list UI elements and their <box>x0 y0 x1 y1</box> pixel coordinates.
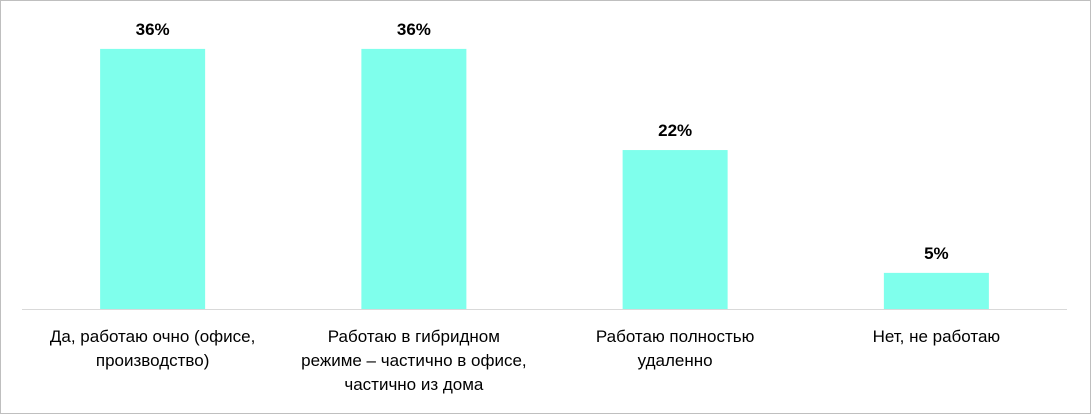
bar-1 <box>100 48 206 310</box>
category-label-3-line-1: Работаю полностью <box>596 327 755 346</box>
data-label-2: 36% <box>397 20 431 39</box>
category-label-3-line-2: удаленно <box>638 351 713 370</box>
bar-4 <box>883 272 989 309</box>
category-label-1-line-2: производство) <box>96 351 210 370</box>
category-label-3: Работаю полностью удаленно <box>596 327 755 370</box>
category-label-2: Работаю в гибридном режиме – частично в о… <box>301 327 527 394</box>
bar-3 <box>622 150 728 309</box>
category-label-1: Да, работаю очно (офисе, производство) <box>50 327 255 370</box>
category-label-1-line-1: Да, работаю очно (офисе, <box>50 327 255 346</box>
data-label-3: 22% <box>658 121 692 140</box>
data-label-4: 5% <box>924 244 949 263</box>
category-label-2-line-2: режиме – частично в офисе, <box>301 351 527 370</box>
data-label-1: 36% <box>136 20 170 39</box>
category-label-2-line-1: Работаю в гибридном <box>328 327 500 346</box>
category-label-2-line-3: частично из дома <box>344 375 484 394</box>
category-label-4-line-1: Нет, не работаю <box>873 327 1001 346</box>
category-label-4: Нет, не работаю <box>873 327 1001 346</box>
bar-2 <box>361 48 467 310</box>
